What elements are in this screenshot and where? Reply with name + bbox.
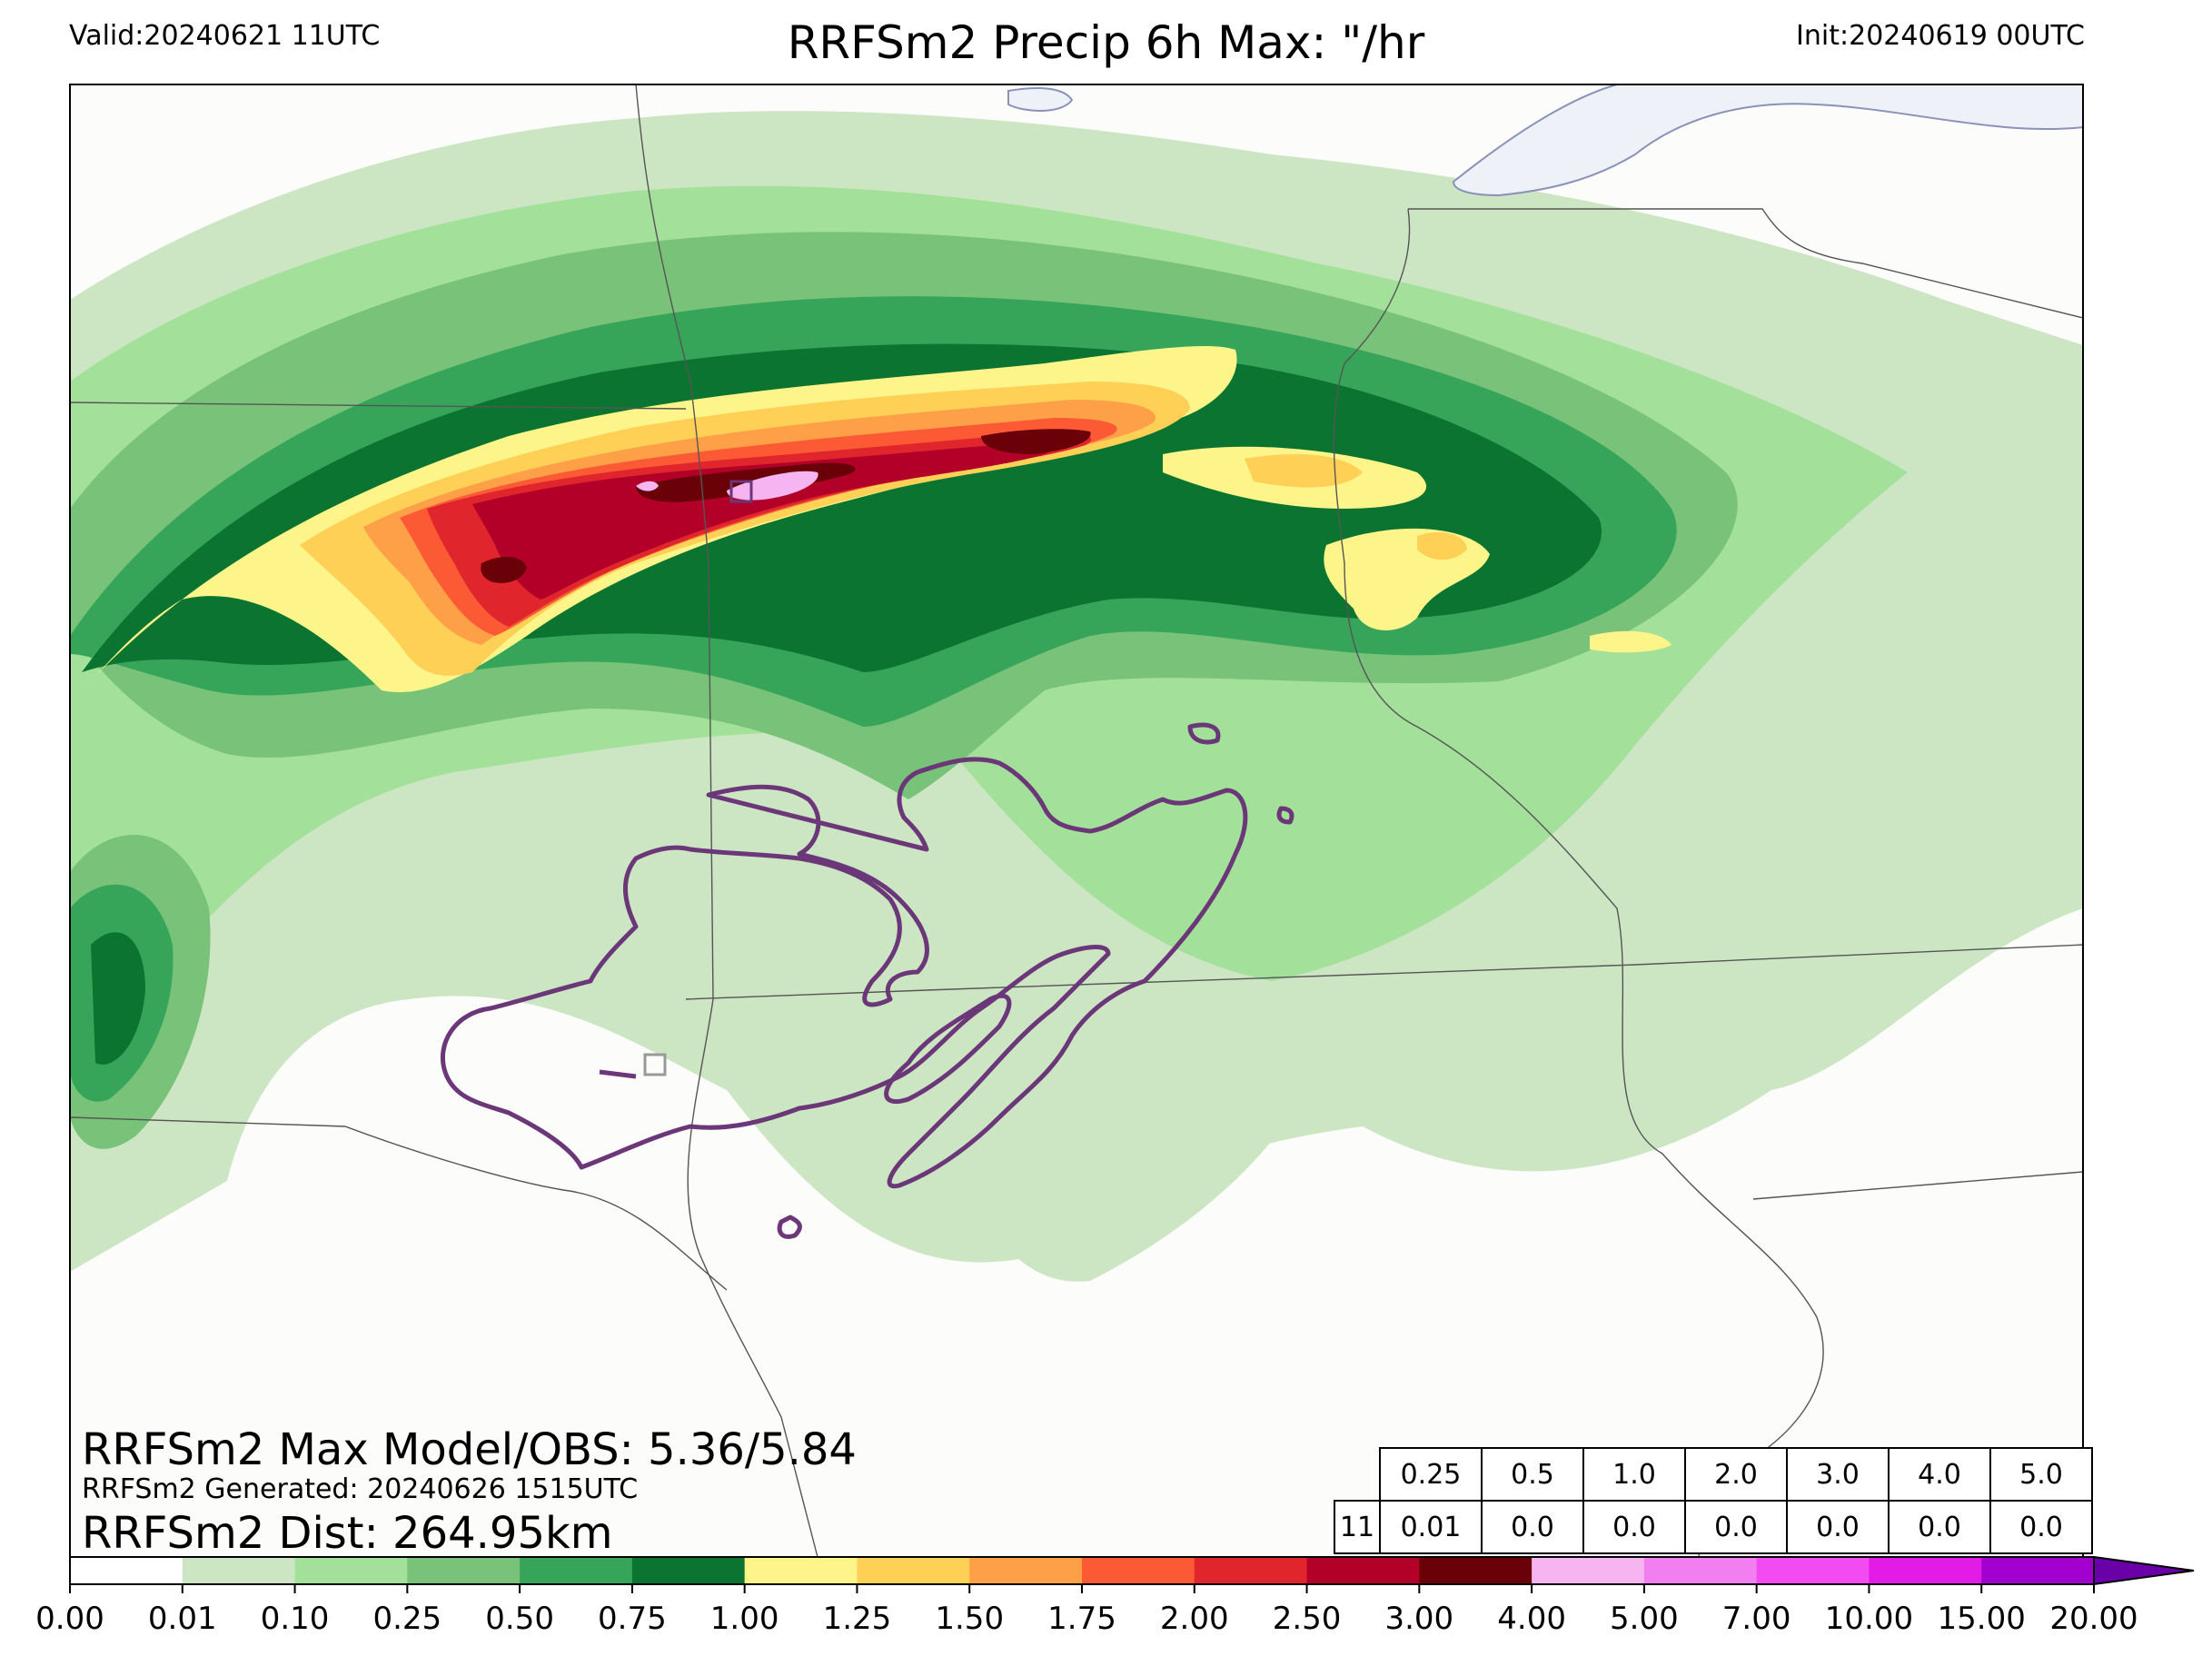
colorbar-swatch <box>631 1557 746 1584</box>
table-value-cell: 0.0 <box>1989 1500 2093 1554</box>
colorbar-tick-label: 3.00 <box>1384 1601 1454 1637</box>
colorbar-swatch <box>407 1557 521 1584</box>
colorbar-tick-label: 0.75 <box>598 1601 667 1637</box>
colorbar-extend-arrow <box>2093 1555 2195 1586</box>
colorbar-tick-label: 0.10 <box>260 1601 330 1637</box>
colorbar-tick-label: 0.25 <box>372 1601 442 1637</box>
precip-3.00-c <box>481 557 527 583</box>
colorbar-swatch <box>857 1557 970 1584</box>
colorbar-swatch <box>1643 1557 1758 1584</box>
colorbar-swatch <box>70 1557 184 1584</box>
colorbar-tick-label: 1.25 <box>822 1601 892 1637</box>
colorbar-swatch <box>1194 1557 1308 1584</box>
precip-0.75-west <box>91 932 145 1065</box>
colorbar-swatch <box>969 1557 1083 1584</box>
table-value-cell: 0.0 <box>1888 1500 1991 1554</box>
colorbar-tick-label: 0.00 <box>35 1601 104 1637</box>
colorbar-swatch <box>1082 1557 1195 1584</box>
colorbar-tick-label: 1.00 <box>709 1601 779 1637</box>
generated-time: RRFSm2 Generated: 20240626 1515UTC <box>82 1473 639 1505</box>
colorbar-swatch <box>744 1557 858 1584</box>
precip-0.01-lower <box>954 1041 1317 1282</box>
table-value-cell: 0.01 <box>1379 1500 1483 1554</box>
distance: RRFSm2 Dist: 264.95km <box>82 1508 613 1559</box>
colorbar-tick-label: 7.00 <box>1721 1601 1791 1637</box>
precip-2.00 <box>427 431 1092 627</box>
colorbar-tick-label: 5.00 <box>1610 1601 1679 1637</box>
colorbar-tick-label: 20.00 <box>2049 1601 2138 1637</box>
colorbar-tick-label: 15.00 <box>1937 1601 2026 1637</box>
table-threshold-cell: 3.0 <box>1786 1447 1890 1502</box>
valid-time: Valid:20240621 11UTC <box>69 20 381 52</box>
table-threshold-cell: 4.0 <box>1888 1447 1991 1502</box>
table-threshold-cell: 0.25 <box>1379 1447 1483 1502</box>
table-row-label: 11 <box>1334 1500 1381 1554</box>
colorbar-swatch <box>1981 1557 2095 1584</box>
colorbar-tick-label: 0.50 <box>485 1601 554 1637</box>
colorbar <box>69 1555 2195 1593</box>
colorbar-tick-label: 4.00 <box>1497 1601 1566 1637</box>
precip-1.25-east <box>1245 454 1363 488</box>
table-value-cell: 0.0 <box>1582 1500 1686 1554</box>
precip-1.00-east3 <box>1590 630 1671 653</box>
precip-4.00-b <box>636 481 659 491</box>
precip-field <box>70 84 2083 1557</box>
precip-4.00 <box>727 471 818 501</box>
table-threshold-cell: 2.0 <box>1684 1447 1788 1502</box>
colorbar-tick-label: 0.01 <box>147 1601 217 1637</box>
table-threshold-cell: 1.0 <box>1582 1447 1686 1502</box>
station-marker <box>643 1053 667 1076</box>
obs-contour <box>440 722 1294 1239</box>
table-threshold-cell: 5.0 <box>1989 1447 2093 1502</box>
colorbar-swatch <box>1869 1557 1982 1584</box>
colorbar-swatch <box>1419 1557 1533 1584</box>
state-borders <box>70 84 2083 1557</box>
colorbar-tick-label: 2.00 <box>1159 1601 1229 1637</box>
colorbar-tick-label: 2.50 <box>1272 1601 1342 1637</box>
precip-3.00-b <box>981 429 1091 454</box>
table-value-cell: 0.0 <box>1684 1500 1788 1554</box>
table-value-cell: 0.0 <box>1481 1500 1584 1554</box>
max-model-obs: RRFSm2 Max Model/OBS: 5.36/5.84 <box>82 1424 857 1475</box>
colorbar-swatch <box>1532 1557 1645 1584</box>
lake-small <box>1007 87 1074 112</box>
precip-1.25-east2 <box>1417 531 1467 560</box>
max-station-marker <box>729 480 753 503</box>
colorbar-tick-label: 10.00 <box>1824 1601 1914 1637</box>
colorbar-tick-label: 1.75 <box>1047 1601 1116 1637</box>
table-value-cell: 0.0 <box>1786 1500 1890 1554</box>
colorbar-swatch <box>520 1557 633 1584</box>
colorbar-swatch <box>1756 1557 1870 1584</box>
lake <box>1452 84 2083 197</box>
precip-2.50 <box>472 443 1052 600</box>
colorbar-swatch <box>182 1557 296 1584</box>
colorbar-swatch <box>1306 1557 1420 1584</box>
chart-title: RRFSm2 Precip 6h Max: "/hr <box>787 16 1425 69</box>
colorbar-tick-label: 1.50 <box>935 1601 1005 1637</box>
colorbar-swatch <box>294 1557 408 1584</box>
init-time: Init:20240619 00UTC <box>1796 20 2085 52</box>
table-threshold-cell: 0.5 <box>1481 1447 1584 1502</box>
